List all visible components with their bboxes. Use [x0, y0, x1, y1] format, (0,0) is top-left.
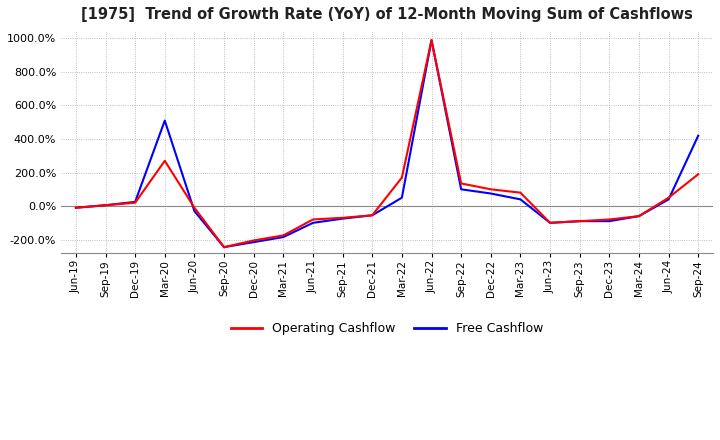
- Free Cashflow: [546, 220, 554, 225]
- Operating Cashflow: [161, 158, 169, 163]
- Operating Cashflow: [102, 202, 110, 208]
- Free Cashflow: [487, 191, 495, 196]
- Free Cashflow: [338, 216, 347, 221]
- Free Cashflow: [665, 197, 673, 202]
- Operating Cashflow: [338, 215, 347, 220]
- Operating Cashflow: [694, 172, 703, 177]
- Operating Cashflow: [634, 213, 643, 219]
- Free Cashflow: [634, 213, 643, 219]
- Free Cashflow: [456, 187, 465, 192]
- Line: Free Cashflow: Free Cashflow: [76, 40, 698, 247]
- Free Cashflow: [190, 209, 199, 214]
- Operating Cashflow: [665, 195, 673, 200]
- Free Cashflow: [249, 239, 258, 245]
- Line: Operating Cashflow: Operating Cashflow: [76, 40, 698, 247]
- Operating Cashflow: [220, 245, 228, 250]
- Free Cashflow: [516, 197, 525, 202]
- Operating Cashflow: [131, 200, 140, 205]
- Free Cashflow: [575, 219, 584, 224]
- Free Cashflow: [131, 199, 140, 205]
- Free Cashflow: [427, 37, 436, 43]
- Operating Cashflow: [546, 220, 554, 225]
- Free Cashflow: [309, 220, 318, 225]
- Free Cashflow: [368, 213, 377, 218]
- Operating Cashflow: [427, 37, 436, 43]
- Title: [1975]  Trend of Growth Rate (YoY) of 12-Month Moving Sum of Cashflows: [1975] Trend of Growth Rate (YoY) of 12-…: [81, 7, 693, 22]
- Operating Cashflow: [605, 217, 613, 222]
- Operating Cashflow: [575, 219, 584, 224]
- Free Cashflow: [71, 205, 80, 210]
- Free Cashflow: [397, 195, 406, 200]
- Operating Cashflow: [516, 190, 525, 195]
- Operating Cashflow: [309, 217, 318, 222]
- Operating Cashflow: [71, 205, 80, 210]
- Operating Cashflow: [456, 181, 465, 186]
- Legend: Operating Cashflow, Free Cashflow: Operating Cashflow, Free Cashflow: [226, 317, 548, 341]
- Free Cashflow: [279, 235, 288, 240]
- Free Cashflow: [605, 219, 613, 224]
- Free Cashflow: [694, 133, 703, 138]
- Free Cashflow: [102, 202, 110, 208]
- Operating Cashflow: [190, 205, 199, 210]
- Operating Cashflow: [397, 175, 406, 180]
- Free Cashflow: [220, 245, 228, 250]
- Operating Cashflow: [279, 233, 288, 238]
- Free Cashflow: [161, 118, 169, 123]
- Operating Cashflow: [487, 187, 495, 192]
- Operating Cashflow: [368, 213, 377, 218]
- Operating Cashflow: [249, 238, 258, 243]
